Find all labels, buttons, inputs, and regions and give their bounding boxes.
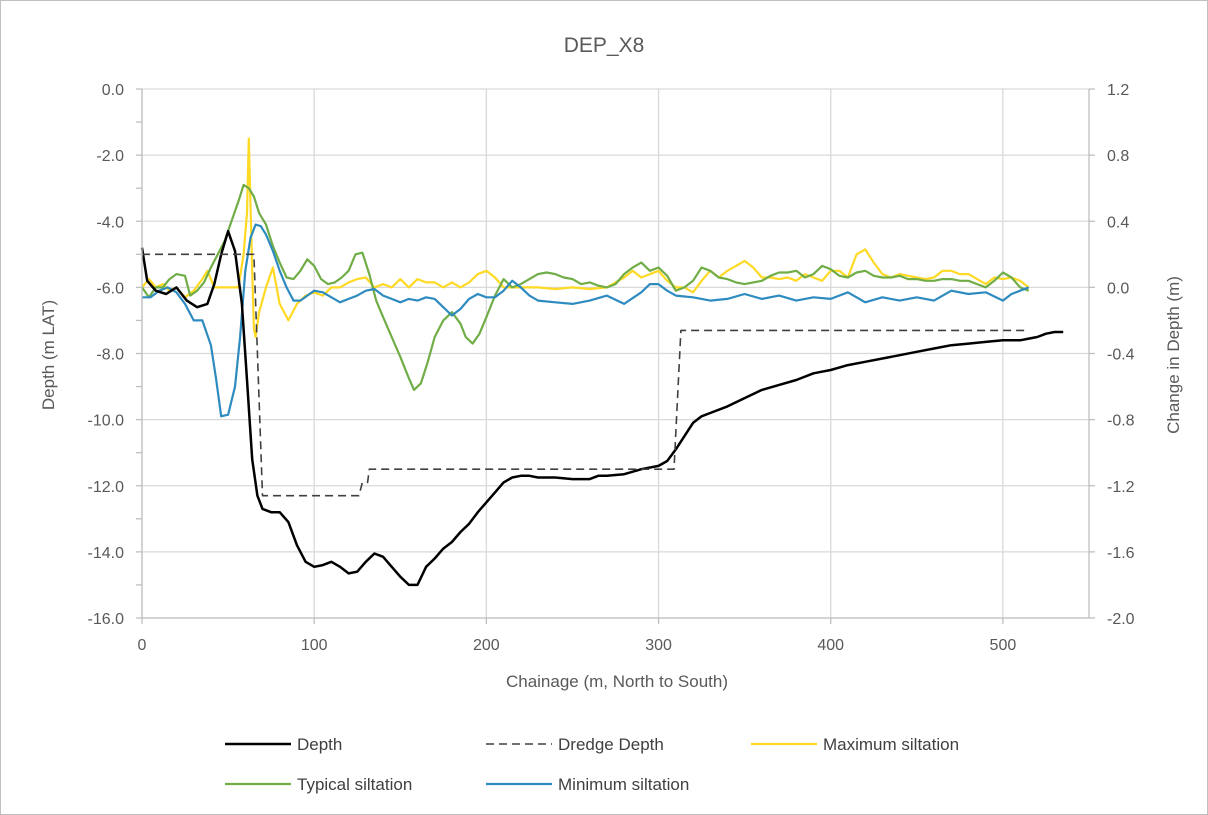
chart-title: DEP_X8: [564, 34, 645, 57]
series-line-dredge-depth: [142, 253, 1029, 497]
y2-tick-label: 1.2: [1107, 82, 1129, 99]
legend-item-typical-siltation: Typical siltation: [225, 775, 412, 794]
legend-label: Minimum siltation: [558, 775, 689, 794]
y-tick-label: -4.0: [96, 214, 124, 231]
y2-axis-title: Change in Depth (m): [1164, 276, 1183, 434]
y-axis-title: Depth (m LAT): [39, 300, 58, 410]
y-tick-label: -2.0: [96, 148, 124, 165]
legend-label: Dredge Depth: [558, 735, 664, 754]
y2-tick-label: -1.2: [1107, 479, 1135, 496]
y-tick-label: 0.0: [102, 82, 124, 99]
x-tick-label: 100: [301, 637, 328, 654]
legend-item-depth: Depth: [225, 735, 342, 754]
grid: [141, 88, 1089, 619]
y-tick-label: -6.0: [96, 280, 124, 297]
series-line-typical-siltation: [141, 183, 1030, 391]
legend-label: Maximum siltation: [823, 735, 959, 754]
y2-tick-label: -2.0: [1107, 611, 1135, 628]
y-tick-label: -8.0: [96, 347, 124, 364]
y-tick-label: -12.0: [88, 479, 125, 496]
legend-label: Depth: [297, 735, 342, 754]
x-tick-label: 300: [645, 637, 672, 654]
legend: Depth Dredge Depth Maximum siltation Typica…: [225, 735, 959, 794]
y-tick-label: -14.0: [88, 545, 125, 562]
x-tick-label: 200: [473, 637, 500, 654]
series-line-maximum-siltation: [141, 137, 1030, 339]
x-tick-label: 500: [990, 637, 1017, 654]
y-tick-label: -16.0: [88, 611, 125, 628]
legend-item-maximum-siltation: Maximum siltation: [751, 735, 959, 754]
y-tick-label: -10.0: [88, 413, 125, 430]
legend-item-minimum-siltation: Minimum siltation: [486, 775, 689, 794]
series-layer: [140, 137, 1064, 587]
y2-tick-label: 0.4: [1107, 214, 1129, 231]
y2-tick-label: 0.0: [1107, 280, 1129, 297]
series-line-depth: [140, 229, 1064, 587]
legend-label: Typical siltation: [297, 775, 412, 794]
y2-tick-label: -1.6: [1107, 545, 1135, 562]
legend-item-dredge-depth: Dredge Depth: [486, 735, 664, 754]
y2-tick-label: -0.4: [1107, 347, 1135, 364]
series-line-minimum-siltation: [142, 223, 1030, 418]
axes: 0.0 -2.0 -4.0 -6.0 -8.0 -10.0 -12.0 -14.0 -16.0 1…: [88, 82, 1135, 654]
y2-tick-label: -0.8: [1107, 413, 1135, 430]
x-axis-title: Chainage (m, North to South): [506, 672, 728, 691]
y2-tick-label: 0.8: [1107, 148, 1129, 165]
x-tick-label: 400: [817, 637, 844, 654]
x-tick-label: 0: [138, 637, 147, 654]
